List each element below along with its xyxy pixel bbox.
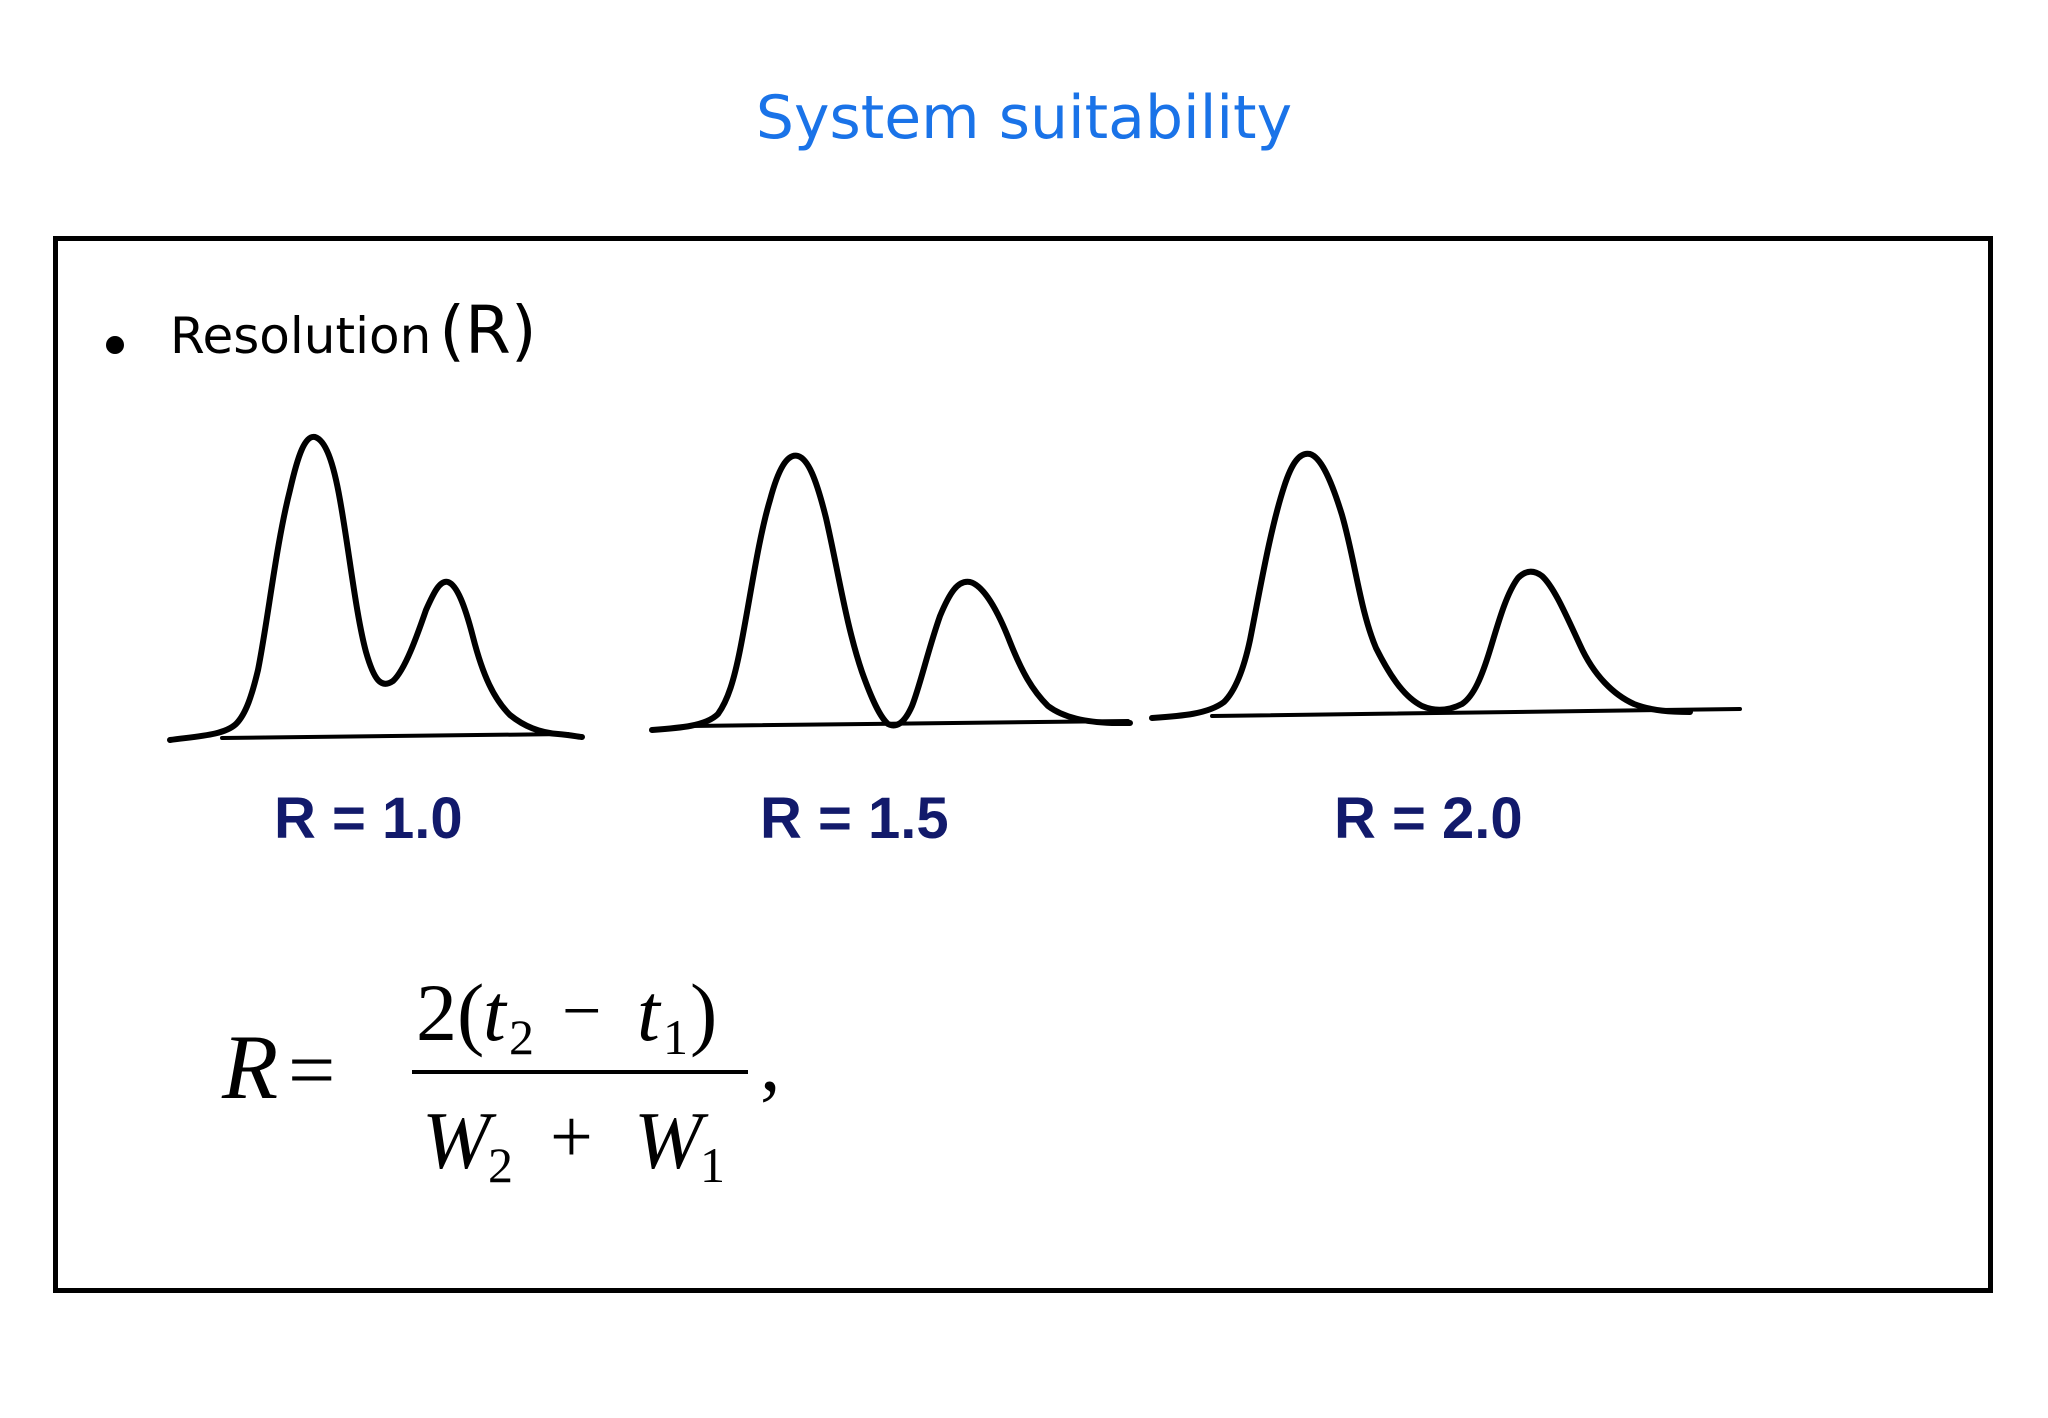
numerator-close-paren: ) bbox=[690, 967, 717, 1058]
baseline-r-1-0 bbox=[220, 732, 570, 740]
numerator-coefficient: 2( bbox=[416, 967, 484, 1058]
numerator-t2-subscript: 2 bbox=[509, 1009, 534, 1065]
formula-comma: , bbox=[760, 1017, 781, 1108]
denominator-w1: W bbox=[634, 1095, 709, 1186]
peak-trace-r-1-0 bbox=[167, 433, 585, 743]
resolution-label-1-0: R = 1.0 bbox=[274, 786, 463, 851]
denominator-w1-subscript: 1 bbox=[700, 1137, 725, 1193]
formula-lhs: R bbox=[221, 1016, 278, 1118]
bullet-term: Resolution bbox=[170, 307, 432, 365]
baseline-r-1-5 bbox=[688, 719, 1130, 728]
bullet-symbol: (R) bbox=[439, 292, 537, 369]
bullet-dot bbox=[106, 336, 124, 354]
formula-equals: = bbox=[288, 1024, 335, 1117]
resolution-formula: R = 2( t 2 − t 1 ) W 2 + W 1 , bbox=[221, 967, 781, 1193]
bullet-resolution: Resolution (R) bbox=[170, 298, 537, 364]
denominator-w2-subscript: 2 bbox=[488, 1137, 513, 1193]
denominator-w2: W bbox=[422, 1095, 497, 1186]
numerator-t1-subscript: 1 bbox=[663, 1009, 688, 1065]
baseline-r-2-0 bbox=[1210, 707, 1742, 718]
numerator-t1: t bbox=[637, 967, 662, 1058]
peak-trace-r-2-0 bbox=[1149, 450, 1693, 721]
chromatogram-r-2-0 bbox=[1149, 450, 1742, 721]
slide-title: System suitability bbox=[755, 83, 1293, 153]
numerator-t2: t bbox=[483, 967, 508, 1058]
resolution-label-1-5: R = 1.5 bbox=[760, 786, 949, 851]
peak-trace-r-1-5 bbox=[649, 452, 1133, 733]
denominator-plus: + bbox=[550, 1095, 593, 1179]
resolution-label-2-0: R = 2.0 bbox=[1334, 786, 1523, 851]
chromatogram-r-1-5 bbox=[649, 452, 1133, 733]
numerator-minus: − bbox=[562, 973, 601, 1050]
chromatogram-r-1-0 bbox=[167, 433, 585, 743]
content-frame bbox=[53, 236, 1993, 1293]
